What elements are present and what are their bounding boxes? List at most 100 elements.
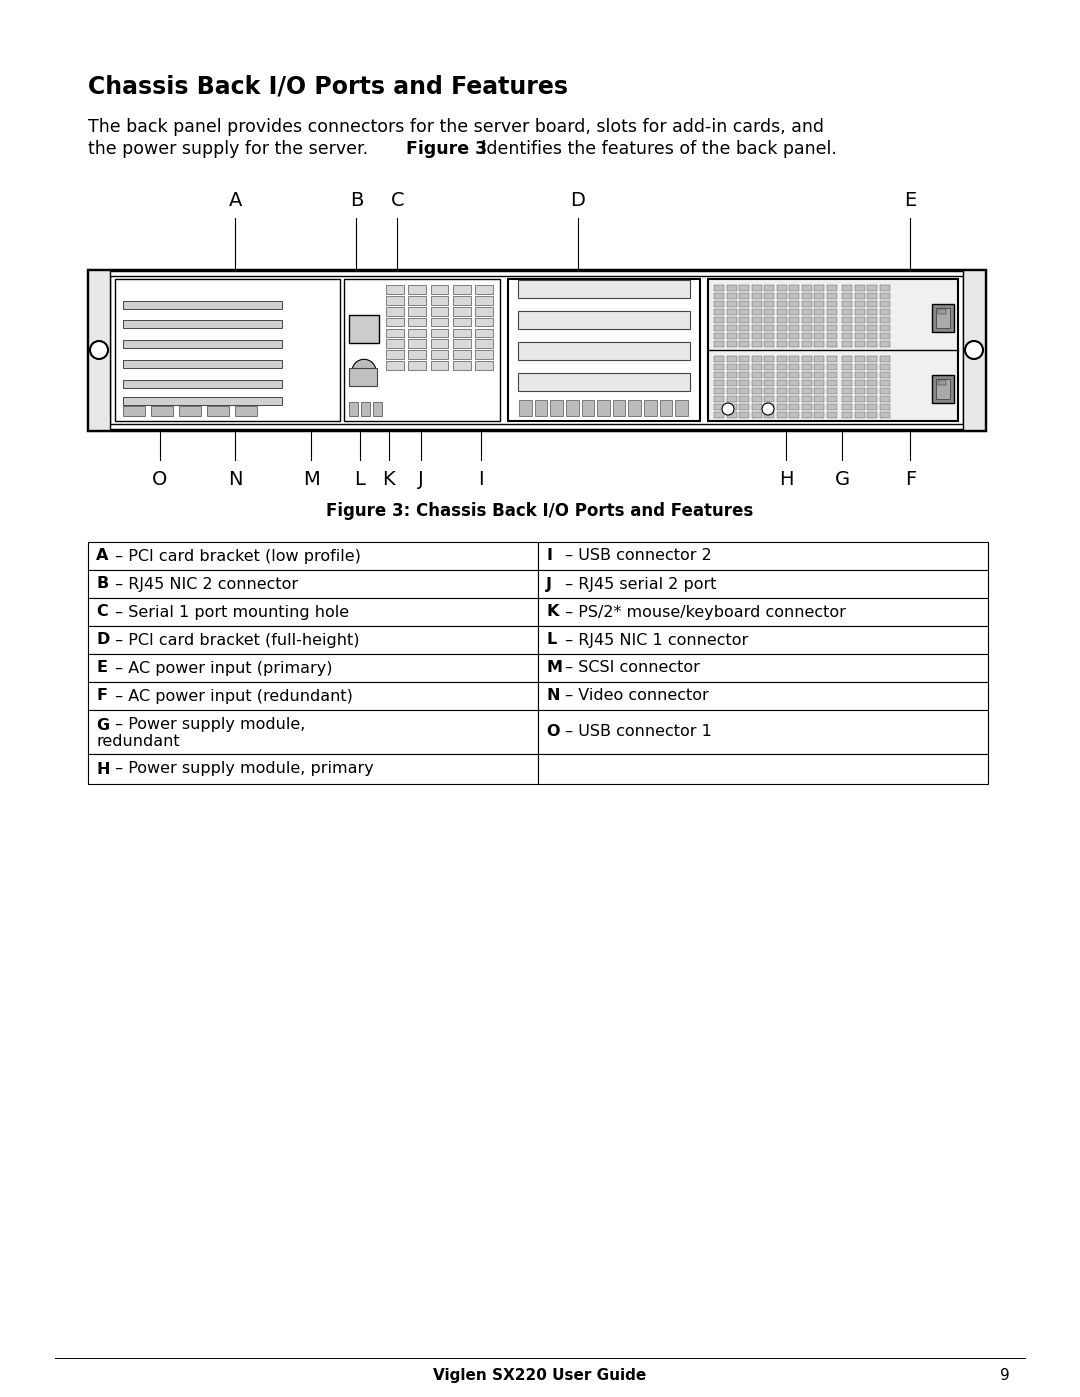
Bar bbox=[867, 404, 877, 411]
Bar bbox=[854, 285, 865, 291]
Text: the power supply for the server.: the power supply for the server. bbox=[87, 140, 379, 158]
Bar bbox=[714, 332, 725, 339]
Bar bbox=[867, 412, 877, 418]
Bar bbox=[387, 296, 404, 305]
Bar bbox=[814, 300, 824, 307]
Text: – PS/2* mouse/keyboard connector: – PS/2* mouse/keyboard connector bbox=[561, 605, 846, 619]
Text: – PCI card bracket (low profile): – PCI card bracket (low profile) bbox=[110, 549, 361, 563]
Bar bbox=[387, 351, 404, 359]
Bar bbox=[714, 395, 725, 402]
Bar bbox=[518, 312, 690, 330]
Bar bbox=[842, 300, 852, 307]
Bar bbox=[752, 341, 761, 348]
Bar bbox=[789, 324, 799, 331]
Bar bbox=[842, 363, 852, 370]
Bar bbox=[739, 324, 750, 331]
Bar bbox=[714, 412, 725, 418]
Bar bbox=[727, 380, 737, 386]
Bar bbox=[814, 356, 824, 362]
Text: M: M bbox=[546, 661, 562, 676]
Bar bbox=[475, 285, 492, 293]
Bar bbox=[739, 372, 750, 379]
Bar bbox=[777, 317, 786, 323]
Bar bbox=[777, 293, 786, 299]
Bar bbox=[842, 388, 852, 394]
Bar bbox=[475, 317, 492, 327]
Bar bbox=[408, 362, 427, 370]
Bar bbox=[475, 339, 492, 348]
Text: – Power supply module, primary: – Power supply module, primary bbox=[110, 761, 374, 777]
Circle shape bbox=[352, 359, 376, 383]
Bar bbox=[349, 367, 377, 386]
Bar bbox=[727, 372, 737, 379]
Bar bbox=[765, 324, 774, 331]
Bar bbox=[939, 380, 946, 386]
Bar bbox=[739, 412, 750, 418]
Bar bbox=[538, 570, 988, 598]
Text: O: O bbox=[152, 469, 167, 489]
Bar bbox=[814, 380, 824, 386]
Bar bbox=[814, 285, 824, 291]
Bar bbox=[475, 328, 492, 337]
Bar bbox=[867, 309, 877, 316]
Bar bbox=[777, 332, 786, 339]
Bar bbox=[453, 307, 471, 316]
Bar bbox=[854, 356, 865, 362]
Bar bbox=[867, 363, 877, 370]
Bar bbox=[932, 376, 954, 404]
Bar bbox=[739, 395, 750, 402]
Bar bbox=[612, 400, 625, 416]
Bar bbox=[842, 412, 852, 418]
Bar bbox=[739, 285, 750, 291]
Bar bbox=[880, 285, 890, 291]
Bar bbox=[739, 356, 750, 362]
Bar bbox=[789, 412, 799, 418]
Bar bbox=[777, 300, 786, 307]
Bar bbox=[765, 380, 774, 386]
Bar bbox=[867, 324, 877, 331]
Bar bbox=[801, 332, 812, 339]
Bar bbox=[765, 285, 774, 291]
Bar bbox=[714, 324, 725, 331]
Bar bbox=[431, 307, 448, 316]
Text: identifies the features of the back panel.: identifies the features of the back pane… bbox=[476, 140, 837, 158]
Bar bbox=[827, 309, 837, 316]
Text: – USB connector 1: – USB connector 1 bbox=[561, 725, 712, 739]
Text: – RJ45 NIC 1 connector: – RJ45 NIC 1 connector bbox=[561, 633, 748, 647]
Bar bbox=[373, 402, 382, 416]
Bar bbox=[880, 412, 890, 418]
Bar bbox=[727, 395, 737, 402]
Bar bbox=[814, 395, 824, 402]
Bar bbox=[854, 332, 865, 339]
Bar bbox=[765, 300, 774, 307]
Bar bbox=[827, 404, 837, 411]
Bar bbox=[431, 339, 448, 348]
Bar bbox=[387, 339, 404, 348]
Bar bbox=[752, 317, 761, 323]
Bar bbox=[880, 380, 890, 386]
Bar bbox=[431, 328, 448, 337]
Bar bbox=[752, 404, 761, 411]
Bar bbox=[801, 324, 812, 331]
Bar bbox=[207, 407, 229, 416]
Bar bbox=[518, 279, 690, 298]
Bar bbox=[842, 404, 852, 411]
Text: – Serial 1 port mounting hole: – Serial 1 port mounting hole bbox=[110, 605, 349, 619]
Bar bbox=[939, 309, 946, 314]
Bar bbox=[538, 654, 988, 682]
Text: L: L bbox=[354, 469, 365, 489]
Bar bbox=[789, 404, 799, 411]
Bar bbox=[538, 626, 988, 654]
Bar bbox=[801, 395, 812, 402]
Bar bbox=[765, 309, 774, 316]
Bar bbox=[387, 307, 404, 316]
Bar bbox=[880, 317, 890, 323]
Text: M: M bbox=[302, 469, 320, 489]
Bar bbox=[827, 317, 837, 323]
Bar bbox=[629, 400, 642, 416]
Text: H: H bbox=[96, 761, 109, 777]
Bar bbox=[453, 351, 471, 359]
Text: J: J bbox=[546, 577, 552, 591]
Bar bbox=[936, 309, 950, 328]
Bar bbox=[777, 324, 786, 331]
